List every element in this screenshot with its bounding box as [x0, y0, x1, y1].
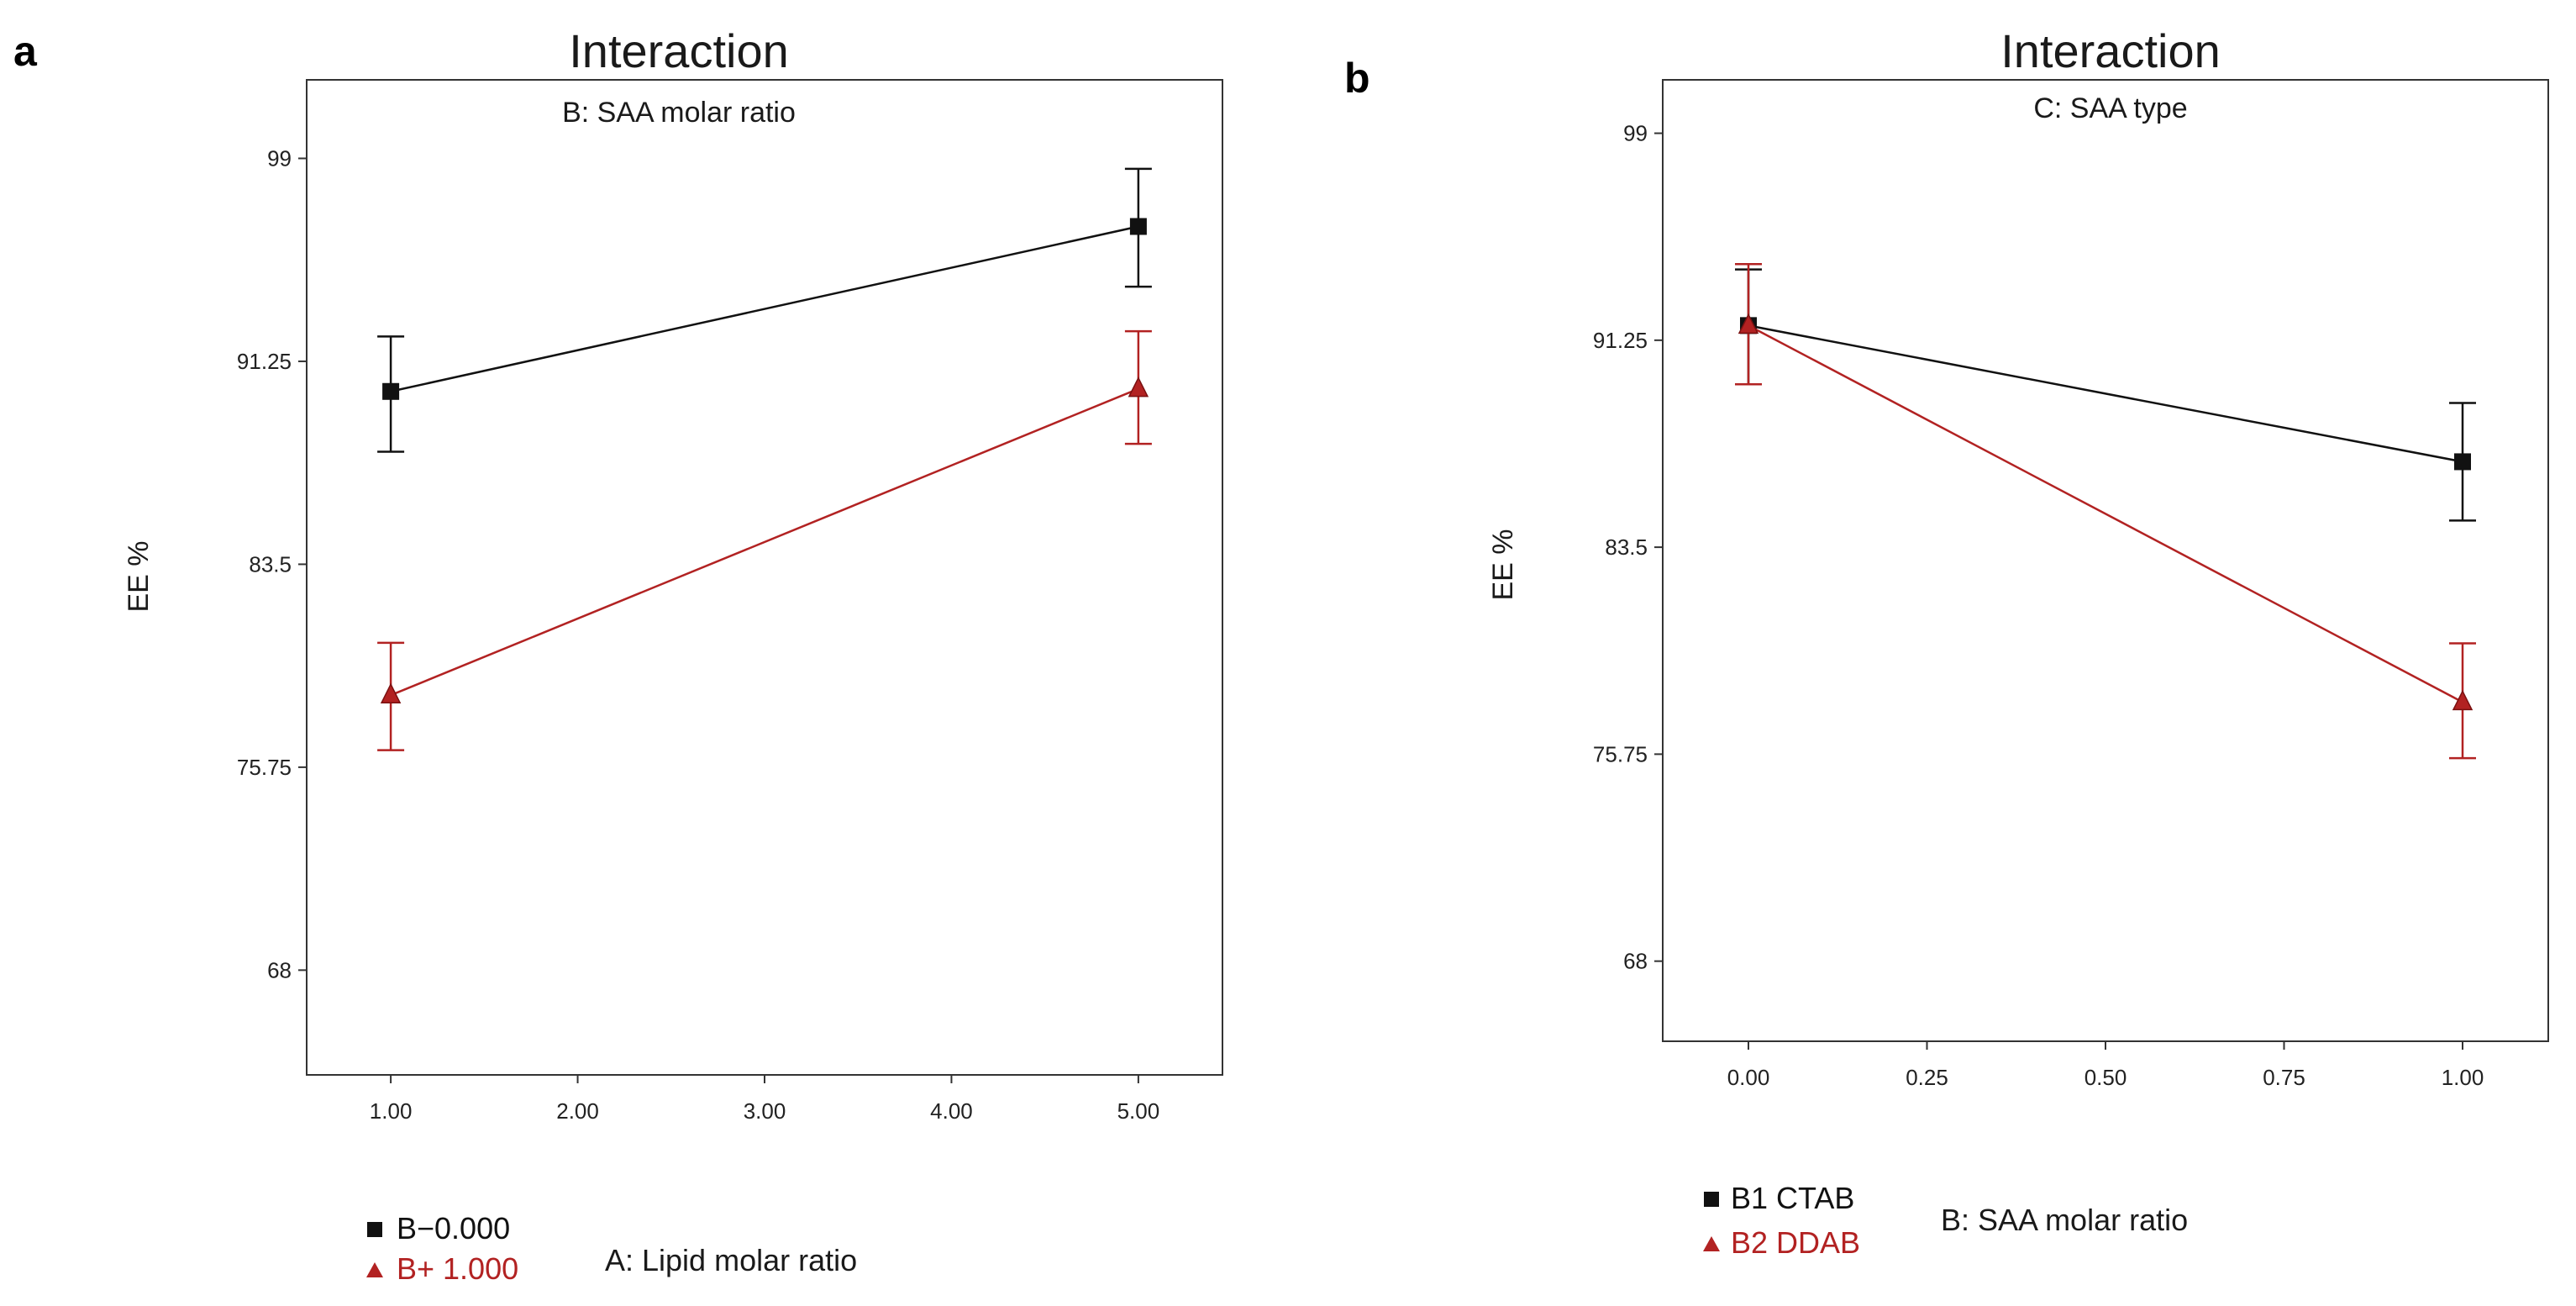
panel-b-legend-label-2: B2 DDAB — [1731, 1225, 1860, 1260]
panel-a-y-tick-label: 91.25 — [237, 349, 292, 374]
panel-a-legend-square-icon — [367, 1222, 382, 1237]
panel-a-y-tick-label: 75.75 — [237, 755, 292, 780]
panel-b-x-axis-label: B: SAA molar ratio — [1941, 1203, 2188, 1237]
panel-b-series-2-point — [2452, 689, 2473, 711]
panel-b-series — [1735, 263, 2476, 760]
panel-b-legend-triangle-icon — [1703, 1236, 1720, 1251]
panel-a: Interaction B: SAA molar ratio 68 75.75 83… — [123, 24, 1223, 1286]
panel-a-y-tick-label: 83.5 — [249, 551, 292, 577]
panel-b-y-ticks: 68 75.75 83.5 91.25 99 — [1593, 121, 1663, 974]
panel-a-x-tick-label: 5.00 — [1117, 1098, 1160, 1124]
panel-a-x-tick-label: 4.00 — [930, 1098, 973, 1124]
panel-a-legend-triangle-icon — [366, 1262, 383, 1277]
panel-a-legend-label-1: B−0.000 — [397, 1211, 510, 1245]
panel-b-x-tick-label: 0.75 — [2263, 1065, 2305, 1090]
panel-a-y-tick-label: 68 — [267, 957, 292, 982]
panel-b-letter: b — [1344, 55, 1370, 102]
panel-b-legend-square-icon — [1704, 1192, 1719, 1207]
panel-b-legend-label-1: B1 CTAB — [1731, 1181, 1854, 1215]
panel-b-y-tick-label: 83.5 — [1605, 535, 1648, 560]
panel-b-series-2-line — [1748, 324, 2463, 703]
panel-b-y-tick-label: 75.75 — [1593, 741, 1648, 766]
panel-b-title: Interaction — [2000, 24, 2221, 77]
panel-b-plot-frame — [1662, 79, 2549, 1042]
panel-a-series-1-point — [1129, 218, 1147, 235]
panel-b-subtitle: C: SAA type — [2033, 92, 2187, 124]
panel-a-x-ticks: 1.00 2.00 3.00 4.00 5.00 — [370, 1075, 1159, 1124]
panel-a-series-1-line — [390, 225, 1139, 392]
panel-b-x-tick-label: 0.25 — [1906, 1065, 1948, 1090]
panel-b-series-1-point — [2454, 453, 2471, 471]
panel-a-x-tick-label: 2.00 — [556, 1098, 599, 1124]
panel-b-y-tick-label: 91.25 — [1593, 328, 1648, 353]
panel-a-series-2-line — [390, 387, 1139, 697]
panel-b-y-axis-label: EE % — [1487, 529, 1519, 600]
panel-a-legend-label-2: B+ 1.000 — [397, 1251, 518, 1286]
panel-a-series-2-point — [1128, 376, 1149, 398]
panel-a-series — [377, 167, 1152, 751]
panel-a-series-1-point — [382, 382, 400, 400]
panel-b: Interaction C: SAA type 68 75.75 83.5 91.25… — [1487, 24, 2549, 1260]
panel-b-x-tick-label: 0.50 — [2084, 1065, 2127, 1090]
panel-b-x-ticks: 0.00 0.25 0.50 0.75 1.00 — [1727, 1041, 2484, 1090]
panel-b-x-tick-label: 0.00 — [1727, 1065, 1770, 1090]
panel-a-y-tick-label: 99 — [267, 145, 292, 171]
panel-a-x-axis-label: A: Lipid molar ratio — [605, 1243, 857, 1277]
panel-b-y-tick-label: 99 — [1623, 121, 1648, 146]
panel-a-subtitle: B: SAA molar ratio — [562, 97, 796, 129]
panel-a-y-ticks: 68 75.75 83.5 91.25 99 — [237, 145, 307, 982]
panel-a-y-axis-label: EE % — [123, 540, 155, 612]
panel-b-series-2-point — [1737, 313, 1759, 334]
panel-a-letter: a — [13, 28, 38, 75]
panel-a-series-2-point — [380, 682, 402, 703]
panel-a-plot-frame — [306, 79, 1223, 1076]
panel-a-x-tick-label: 1.00 — [370, 1098, 413, 1124]
panel-b-x-tick-label: 1.00 — [2442, 1065, 2484, 1090]
panel-a-x-tick-label: 3.00 — [744, 1098, 786, 1124]
panel-b-series-1-line — [1748, 324, 2463, 463]
panel-b-y-tick-label: 68 — [1623, 949, 1648, 974]
panel-a-title: Interaction — [569, 24, 789, 77]
